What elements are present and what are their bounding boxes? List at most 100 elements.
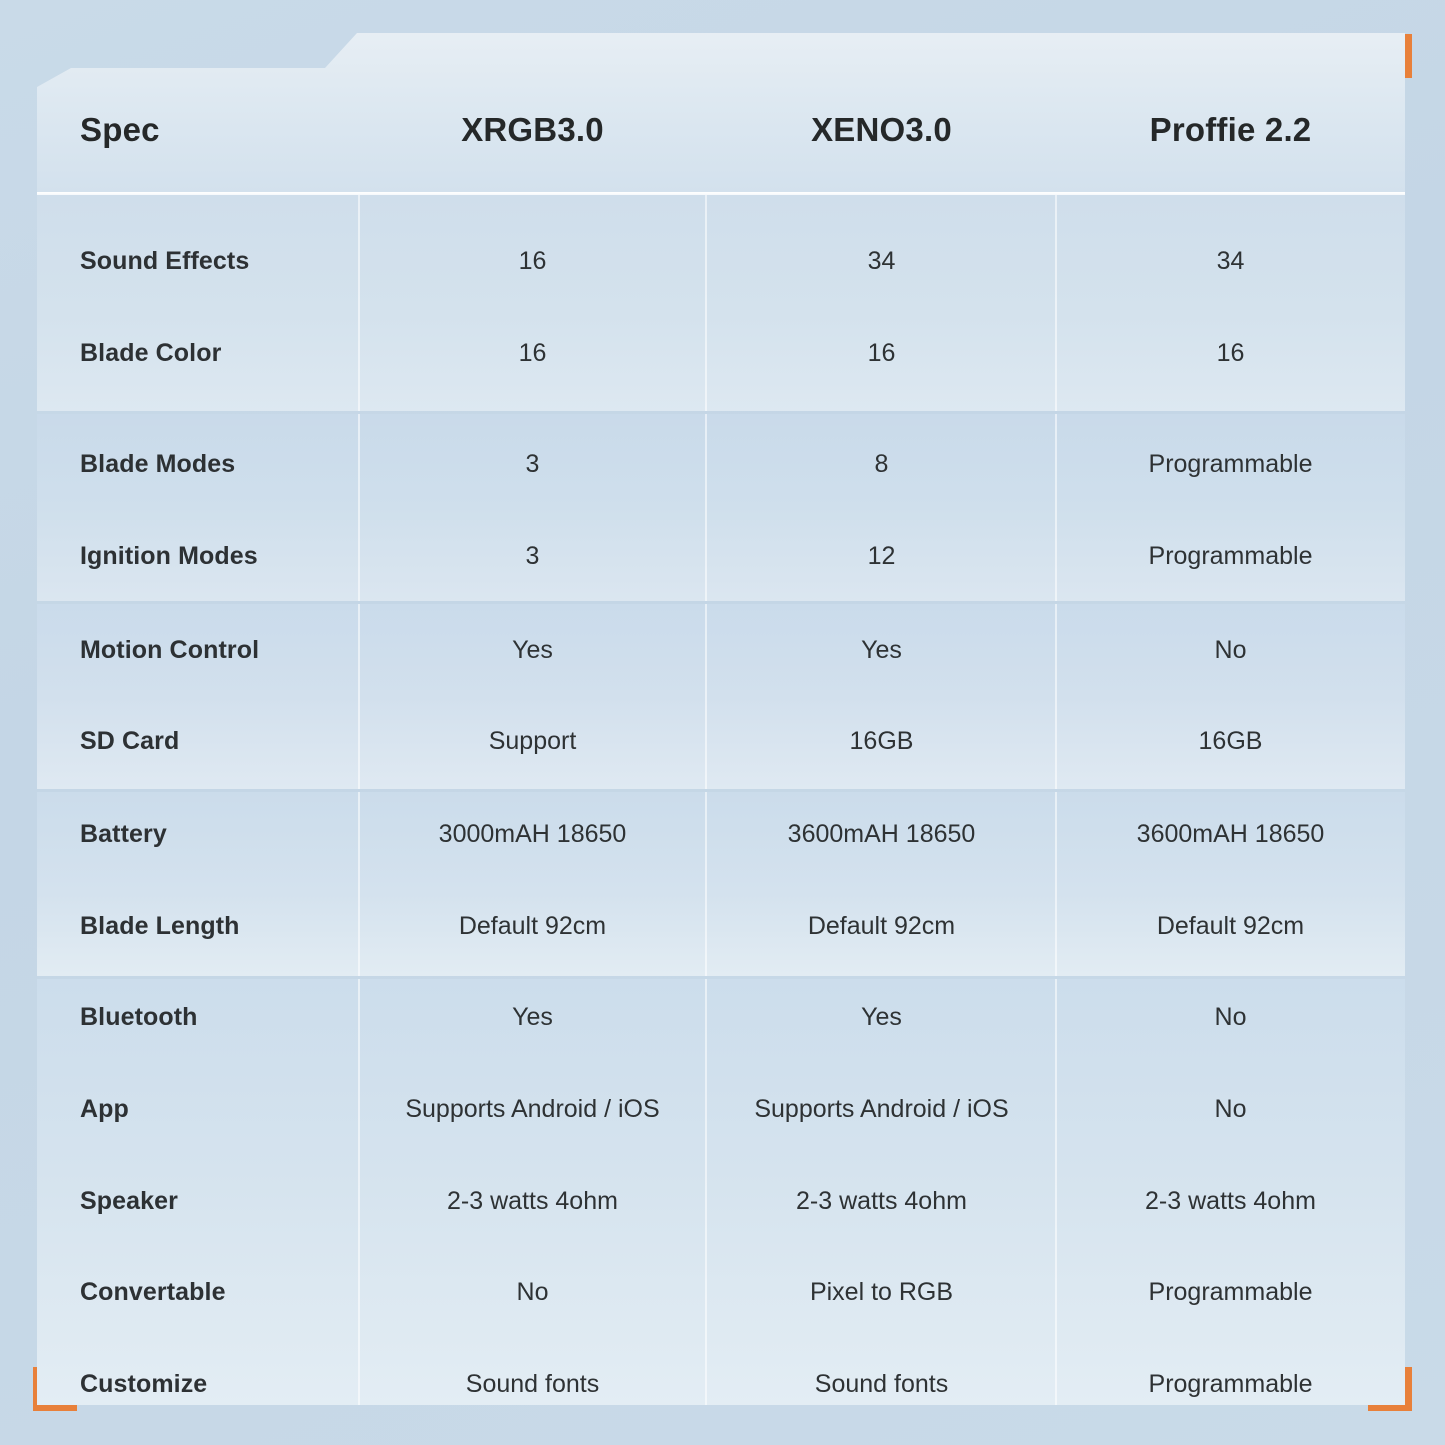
column-divider-1 bbox=[358, 414, 360, 601]
table-row: Bluetooth Yes Yes No bbox=[37, 995, 1405, 1039]
column-divider-3 bbox=[1055, 792, 1057, 976]
table-row: Convertable No Pixel to RGB Programmable bbox=[37, 1270, 1405, 1314]
row-label: Ignition Modes bbox=[80, 541, 258, 570]
cell-xeno3: 3600mAH 18650 bbox=[787, 819, 976, 848]
cell-xeno3: 34 bbox=[867, 246, 896, 275]
row-label: App bbox=[80, 1094, 129, 1123]
column-divider-3 bbox=[1055, 414, 1057, 601]
cell-proffie: 16 bbox=[1216, 338, 1245, 367]
bracket-horizontal-bar bbox=[1368, 1404, 1412, 1411]
column-divider-1 bbox=[358, 195, 360, 411]
column-header-spec: Spec bbox=[80, 111, 160, 148]
cell-xrgb3: 3 bbox=[525, 449, 540, 478]
cell-xrgb3: Supports Android / iOS bbox=[405, 1094, 660, 1123]
cell-xeno3: 16 bbox=[867, 338, 896, 367]
column-divider-1 bbox=[358, 979, 360, 1405]
cell-proffie: 3600mAH 18650 bbox=[1136, 819, 1325, 848]
cell-xeno3: Yes bbox=[861, 635, 902, 664]
cell-xrgb3: Support bbox=[488, 726, 577, 755]
cell-proffie: Default 92cm bbox=[1156, 911, 1305, 940]
cell-xeno3: Supports Android / iOS bbox=[754, 1094, 1009, 1123]
row-label: Customize bbox=[80, 1369, 208, 1398]
row-label: Convertable bbox=[80, 1277, 226, 1306]
row-label: Motion Control bbox=[80, 635, 260, 664]
cell-proffie: 34 bbox=[1216, 246, 1245, 275]
column-divider-1 bbox=[358, 792, 360, 976]
table-row: Speaker 2-3 watts 4ohm 2-3 watts 4ohm 2-… bbox=[37, 1179, 1405, 1223]
row-label: Speaker bbox=[80, 1186, 178, 1215]
cell-xeno3: 2-3 watts 4ohm bbox=[796, 1186, 967, 1215]
column-divider-2 bbox=[705, 195, 707, 411]
cell-xrgb3: No bbox=[516, 1277, 549, 1306]
cell-proffie: 2-3 watts 4ohm bbox=[1145, 1186, 1316, 1215]
column-divider-1 bbox=[358, 604, 360, 789]
table-row: SD Card Support 16GB 16GB bbox=[37, 719, 1405, 763]
cell-xrgb3: 3000mAH 18650 bbox=[438, 819, 627, 848]
header-divider bbox=[37, 192, 1405, 195]
table-header-band: Spec XRGB3.0 XENO3.0 Proffie 2.2 bbox=[37, 33, 1405, 192]
row-label: Battery bbox=[80, 819, 167, 848]
cell-xeno3: 8 bbox=[874, 449, 889, 478]
cell-xrgb3: Yes bbox=[512, 635, 553, 664]
row-label: Bluetooth bbox=[80, 1002, 198, 1031]
cell-xeno3: 12 bbox=[867, 541, 896, 570]
cell-xeno3: Sound fonts bbox=[814, 1369, 949, 1398]
row-label: Blade Color bbox=[80, 338, 222, 367]
cell-proffie: Programmable bbox=[1148, 1369, 1313, 1398]
cell-xrgb3: 2-3 watts 4ohm bbox=[447, 1186, 618, 1215]
column-divider-3 bbox=[1055, 979, 1057, 1405]
column-divider-2 bbox=[705, 604, 707, 789]
row-label: Blade Length bbox=[80, 911, 240, 940]
row-group-3: Motion Control Yes Yes No SD Card Suppor… bbox=[37, 604, 1405, 789]
corner-bracket-bottom-left bbox=[33, 1367, 77, 1411]
row-label: Blade Modes bbox=[80, 449, 236, 478]
table-row: Battery 3000mAH 18650 3600mAH 18650 3600… bbox=[37, 812, 1405, 856]
row-group-4: Battery 3000mAH 18650 3600mAH 18650 3600… bbox=[37, 792, 1405, 976]
row-group-2: Blade Modes 3 8 Programmable Ignition Mo… bbox=[37, 414, 1405, 601]
column-header-xeno3: XENO3.0 bbox=[811, 111, 952, 148]
table-row: App Supports Android / iOS Supports Andr… bbox=[37, 1087, 1405, 1131]
corner-bracket-bottom-right bbox=[1368, 1367, 1412, 1411]
table-row: Ignition Modes 3 12 Programmable bbox=[37, 534, 1405, 578]
cell-xrgb3: 16 bbox=[518, 246, 547, 275]
column-divider-2 bbox=[705, 792, 707, 976]
cell-proffie: No bbox=[1214, 635, 1247, 664]
row-group-1: Sound Effects 16 34 34 Blade Color 16 16… bbox=[37, 195, 1405, 411]
table-row: Blade Color 16 16 16 bbox=[37, 331, 1405, 375]
table-row: Sound Effects 16 34 34 bbox=[37, 239, 1405, 283]
cell-xrgb3: 16 bbox=[518, 338, 547, 367]
row-label: Sound Effects bbox=[80, 246, 250, 275]
cell-proffie: Programmable bbox=[1148, 1277, 1313, 1306]
column-divider-3 bbox=[1055, 604, 1057, 789]
cell-proffie: No bbox=[1214, 1002, 1247, 1031]
column-header-proffie22: Proffie 2.2 bbox=[1149, 111, 1312, 148]
column-header-xrgb3: XRGB3.0 bbox=[461, 111, 604, 148]
cell-proffie: Programmable bbox=[1148, 449, 1313, 478]
bracket-vertical-bar bbox=[1405, 34, 1412, 78]
cell-xrgb3: Yes bbox=[512, 1002, 553, 1031]
cell-proffie: No bbox=[1214, 1094, 1247, 1123]
column-divider-2 bbox=[705, 414, 707, 601]
cell-xeno3: 16GB bbox=[849, 726, 914, 755]
column-divider-3 bbox=[1055, 195, 1057, 411]
table-row: Blade Modes 3 8 Programmable bbox=[37, 442, 1405, 486]
spec-comparison-table: Spec XRGB3.0 XENO3.0 Proffie 2.2 Sound E… bbox=[37, 33, 1405, 1405]
cell-proffie: 16GB bbox=[1198, 726, 1263, 755]
column-divider-2 bbox=[705, 979, 707, 1405]
bracket-vertical-bar bbox=[1405, 1367, 1412, 1411]
table-row: Motion Control Yes Yes No bbox=[37, 628, 1405, 672]
row-label: SD Card bbox=[80, 726, 180, 755]
row-group-5: Bluetooth Yes Yes No App Supports Androi… bbox=[37, 979, 1405, 1405]
cell-xrgb3: 3 bbox=[525, 541, 540, 570]
bracket-horizontal-bar bbox=[33, 1404, 77, 1411]
cell-xrgb3: Sound fonts bbox=[465, 1369, 600, 1398]
cell-xrgb3: Default 92cm bbox=[458, 911, 607, 940]
cell-xeno3: Yes bbox=[861, 1002, 902, 1031]
table-row: Blade Length Default 92cm Default 92cm D… bbox=[37, 904, 1405, 948]
bracket-vertical-bar bbox=[33, 1367, 40, 1411]
cell-xeno3: Default 92cm bbox=[807, 911, 956, 940]
cell-xeno3: Pixel to RGB bbox=[809, 1277, 954, 1306]
cell-proffie: Programmable bbox=[1148, 541, 1313, 570]
table-row: Customize Sound fonts Sound fonts Progra… bbox=[37, 1362, 1405, 1405]
